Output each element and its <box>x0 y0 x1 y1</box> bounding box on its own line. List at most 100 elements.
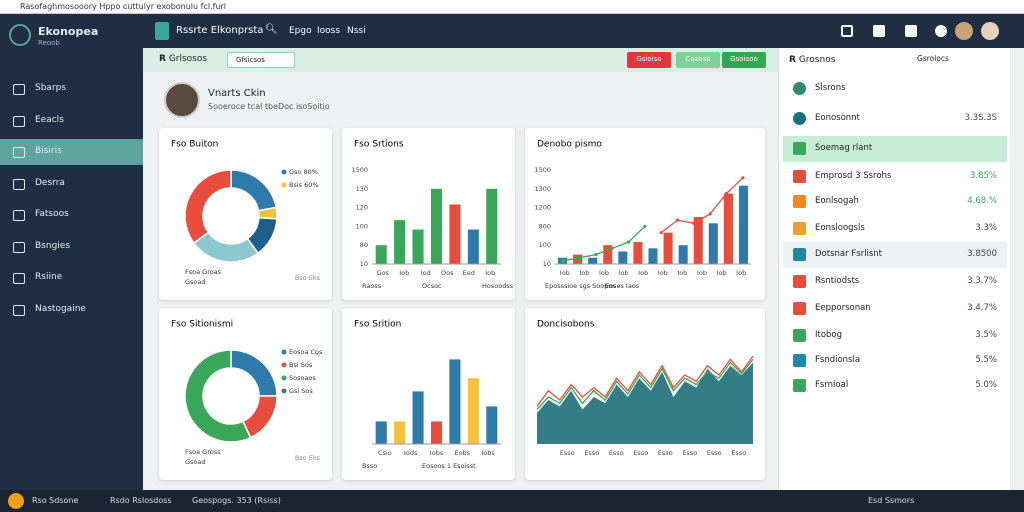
area <box>537 362 753 444</box>
menu-item[interactable]: Bisiris <box>0 139 143 165</box>
y-label: 100 <box>356 222 368 230</box>
header-link[interactable]: Iooss <box>317 26 341 36</box>
y-label: 800 <box>539 222 551 230</box>
bar <box>467 229 479 264</box>
x-label: Iob <box>579 269 589 277</box>
panel-search[interactable]: Gsroiocs <box>917 54 949 63</box>
donut-segment <box>184 169 232 245</box>
panel-item[interactable]: Eonsloogsls 3.3% <box>783 216 1007 242</box>
menu-item[interactable]: Nastogaine <box>0 297 143 323</box>
x-label: Iod <box>421 269 431 277</box>
brand-sub: Reoob <box>38 39 60 47</box>
card: Fso Buiton Fsoa Groas Gsoad Bso Eks Gso 80% B… <box>159 128 332 300</box>
footer-label: Eosoos 1 Esoisst <box>422 462 476 470</box>
x-label: Eobs <box>454 449 470 457</box>
panel-item[interactable]: Eonosonnt 3.3S.3S <box>783 106 1007 132</box>
avatar[interactable] <box>955 22 973 40</box>
task-item[interactable]: Geospogs. 353 (Rsiss) <box>192 496 281 505</box>
panel-item[interactable]: Itobog 3.5% <box>783 323 1007 349</box>
bar <box>678 245 688 264</box>
legend-swatch <box>281 349 287 355</box>
profile-name: Vnarts Ckin <box>208 88 266 99</box>
panel-title: R Grosnos <box>789 55 836 65</box>
x-label: Csio <box>378 449 392 457</box>
item-label: Eonsloogsls <box>815 223 865 233</box>
panel-item[interactable]: Fsndionsla 5.5% <box>783 348 1007 374</box>
toolbar-title-text: Grlsosos <box>168 54 208 64</box>
panel-item[interactable]: Emprosd 3 Ssrohs 3.85% <box>783 164 1007 190</box>
footer-label: Eposssioe sgs Soopos <box>545 282 616 290</box>
panel-item[interactable]: Eepporsonan 3.4.7% <box>783 296 1007 322</box>
point <box>594 253 598 257</box>
button[interactable]: Gsioiso <box>627 52 671 68</box>
menu-item[interactable]: Desrra <box>0 171 143 197</box>
task-item[interactable]: Rsdo Rslosdoss <box>110 496 172 505</box>
menu-item[interactable]: Bsngies <box>0 234 143 260</box>
legend-label: Bsi Sos <box>289 361 313 369</box>
point <box>610 246 614 250</box>
bar <box>663 232 673 264</box>
panel-item[interactable]: Soemag rlant <box>783 136 1007 162</box>
icon[interactable] <box>873 25 885 37</box>
item-label: Eonosonnt <box>815 113 860 123</box>
icon[interactable] <box>841 25 853 37</box>
x-label: Esso <box>682 449 697 457</box>
panel-item[interactable]: Slsrons <box>783 76 1007 102</box>
profile-subtitle: Sooeroce tcal tbeDoc isoSoitio <box>208 102 330 111</box>
item-label: Slsrons <box>815 83 846 93</box>
bar <box>430 421 443 444</box>
point <box>708 212 712 216</box>
x-label: Eed <box>463 269 475 277</box>
icon[interactable] <box>905 25 917 37</box>
panel-item[interactable]: Rsntiodsts 3.3.7% <box>783 269 1007 295</box>
x-label: Iob <box>638 269 648 277</box>
legend-label: Eosoa Cos <box>289 348 323 356</box>
menu-item[interactable]: Sbarps <box>0 76 143 102</box>
menu-item[interactable]: Eeacls <box>0 108 143 134</box>
panel-item[interactable]: Eonlsogah 4.68.% <box>783 189 1007 215</box>
bar <box>394 220 406 264</box>
menu-icon <box>13 115 25 127</box>
start[interactable] <box>8 493 24 509</box>
legend-swatch <box>281 182 287 188</box>
panel-item[interactable]: Dotsnar Fsrlisnt 3.8500 <box>783 242 1007 268</box>
x-label: Iob <box>658 269 668 277</box>
card-title: Doncisobons <box>537 320 595 330</box>
x-label: Iob <box>485 269 495 277</box>
x-label: Iob <box>717 269 727 277</box>
bar <box>467 378 479 444</box>
item-label: Rsntiodsts <box>815 276 860 286</box>
y-label: 1500 <box>351 166 368 174</box>
point <box>643 224 647 228</box>
y-label: 100 <box>539 241 551 249</box>
menu-label: Bisiris <box>35 146 62 156</box>
avatar[interactable] <box>981 22 999 40</box>
bar <box>430 188 443 264</box>
sidebar: Ekonopea Reoob Sbarps Eeacls Bisiris Desrra… <box>0 14 143 490</box>
line <box>536 358 754 410</box>
browser-bar: Rasofaghmosooory Hppo cuttulyr exobonulu… <box>0 0 1024 14</box>
item-label: Emprosd 3 Ssrohs <box>815 171 892 181</box>
task-item[interactable]: Rso Sdsone <box>32 496 79 505</box>
logo <box>9 24 31 46</box>
panel-item[interactable]: Fsrnioal 5.0% <box>783 373 1007 399</box>
x-label: Iods <box>404 449 418 457</box>
button[interactable]: Cososo <box>676 52 720 68</box>
button[interactable]: Gsoisoo <box>722 52 766 68</box>
menu-item[interactable]: Rsiine <box>0 265 143 291</box>
search-icon[interactable]: 🔍︎ <box>265 24 278 35</box>
url[interactable]: Rasofaghmosooory Hppo cuttulyr exobonulu… <box>20 2 227 11</box>
header: Rssrte Elkonprsta 🔍︎ Epgo Iooss Nssi <box>143 14 1024 48</box>
tab[interactable]: Gfsicsos <box>227 52 295 68</box>
note: Bso Eks <box>295 274 321 282</box>
header-link[interactable]: Nssi <box>347 26 366 36</box>
icon[interactable] <box>935 25 947 37</box>
menu-item[interactable]: Fatsoos <box>0 202 143 228</box>
legend-swatch <box>281 169 287 175</box>
y-label: 10 <box>360 260 368 268</box>
item-value: 3.3.7% <box>967 276 997 286</box>
header-link[interactable]: Epgo <box>289 26 312 36</box>
card-chart: Denobo pismo 1500 1300 1200 800 100 10 Iob Iob Io… <box>534 140 751 290</box>
bar <box>633 242 643 264</box>
point <box>561 259 565 263</box>
